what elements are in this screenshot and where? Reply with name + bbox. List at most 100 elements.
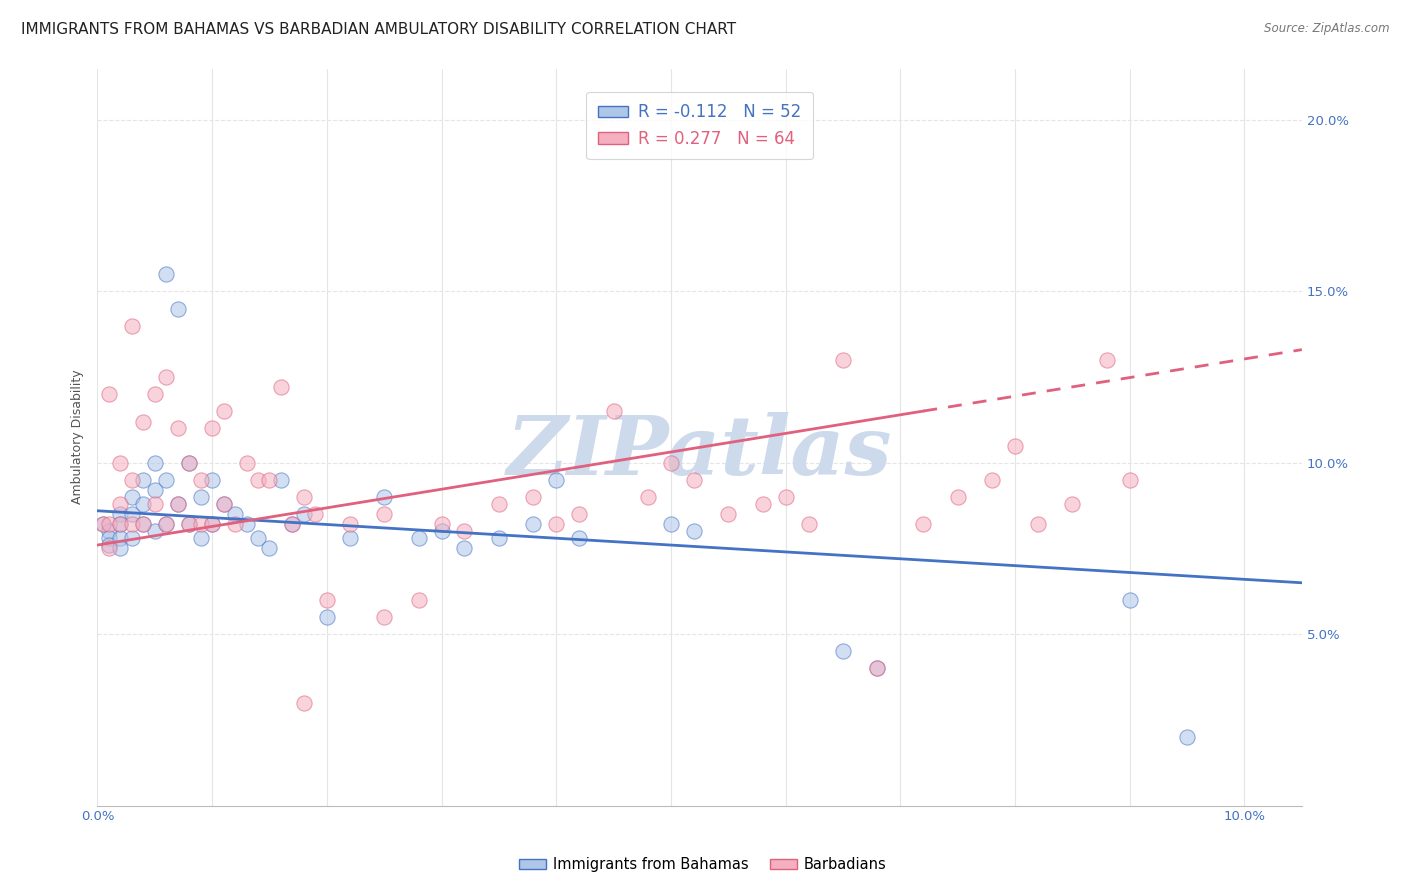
Point	[97, 387, 120, 401]
Point	[179, 456, 201, 470]
Point	[281, 517, 304, 532]
Point	[270, 380, 292, 394]
Point	[488, 497, 510, 511]
Point	[522, 490, 544, 504]
Point	[546, 473, 568, 487]
Point	[110, 517, 132, 532]
Point	[832, 644, 855, 658]
Point	[110, 507, 132, 521]
Point	[121, 531, 143, 545]
Point	[212, 404, 235, 418]
Point	[981, 473, 1004, 487]
Point	[315, 610, 337, 624]
Point	[259, 541, 281, 556]
Point	[121, 473, 143, 487]
Point	[143, 483, 166, 498]
Point	[292, 696, 315, 710]
Point	[751, 497, 773, 511]
Point	[132, 415, 155, 429]
Point	[110, 541, 132, 556]
Point	[190, 473, 212, 487]
Point	[775, 490, 797, 504]
Point	[110, 456, 132, 470]
Point	[832, 353, 855, 368]
Legend: R = -0.112   N = 52, R = 0.277   N = 64: R = -0.112 N = 52, R = 0.277 N = 64	[586, 92, 813, 160]
Point	[224, 517, 246, 532]
Point	[132, 517, 155, 532]
Point	[97, 538, 120, 552]
Legend: Immigrants from Bahamas, Barbadians: Immigrants from Bahamas, Barbadians	[513, 851, 893, 878]
Point	[315, 593, 337, 607]
Point	[339, 517, 361, 532]
Point	[637, 490, 659, 504]
Point	[155, 517, 177, 532]
Point	[97, 517, 120, 532]
Point	[568, 531, 591, 545]
Point	[155, 370, 177, 384]
Point	[166, 301, 188, 316]
Point	[602, 404, 624, 418]
Point	[488, 531, 510, 545]
Point	[121, 490, 143, 504]
Point	[408, 593, 430, 607]
Text: Source: ZipAtlas.com: Source: ZipAtlas.com	[1264, 22, 1389, 36]
Point	[110, 497, 132, 511]
Point	[166, 497, 188, 511]
Y-axis label: Ambulatory Disability: Ambulatory Disability	[72, 370, 84, 504]
Text: IMMIGRANTS FROM BAHAMAS VS BARBADIAN AMBULATORY DISABILITY CORRELATION CHART: IMMIGRANTS FROM BAHAMAS VS BARBADIAN AMB…	[21, 22, 737, 37]
Point	[717, 507, 740, 521]
Point	[201, 517, 224, 532]
Point	[568, 507, 591, 521]
Point	[143, 524, 166, 539]
Point	[453, 524, 475, 539]
Point	[659, 517, 682, 532]
Point	[110, 531, 132, 545]
Point	[97, 524, 120, 539]
Point	[212, 497, 235, 511]
Point	[132, 497, 155, 511]
Point	[201, 421, 224, 435]
Point	[453, 541, 475, 556]
Point	[121, 517, 143, 532]
Point	[304, 507, 326, 521]
Point	[912, 517, 935, 532]
Point	[235, 456, 257, 470]
Point	[190, 490, 212, 504]
Point	[373, 490, 395, 504]
Point	[797, 517, 820, 532]
Point	[121, 507, 143, 521]
Point	[546, 517, 568, 532]
Point	[247, 473, 270, 487]
Point	[155, 517, 177, 532]
Point	[373, 610, 395, 624]
Point	[1175, 730, 1198, 744]
Point	[247, 531, 270, 545]
Point	[143, 387, 166, 401]
Point	[201, 473, 224, 487]
Point	[866, 661, 889, 675]
Point	[292, 507, 315, 521]
Point	[946, 490, 969, 504]
Point	[166, 421, 188, 435]
Point	[91, 517, 114, 532]
Point	[270, 473, 292, 487]
Text: ZIPatlas: ZIPatlas	[508, 412, 893, 491]
Point	[1062, 497, 1084, 511]
Point	[430, 524, 453, 539]
Point	[190, 531, 212, 545]
Point	[97, 541, 120, 556]
Point	[143, 497, 166, 511]
Point	[179, 517, 201, 532]
Point	[155, 473, 177, 487]
Point	[339, 531, 361, 545]
Point	[121, 318, 143, 333]
Point	[866, 661, 889, 675]
Point	[132, 517, 155, 532]
Point	[1026, 517, 1049, 532]
Point	[143, 456, 166, 470]
Point	[212, 497, 235, 511]
Point	[281, 517, 304, 532]
Point	[201, 517, 224, 532]
Point	[373, 507, 395, 521]
Point	[1004, 439, 1026, 453]
